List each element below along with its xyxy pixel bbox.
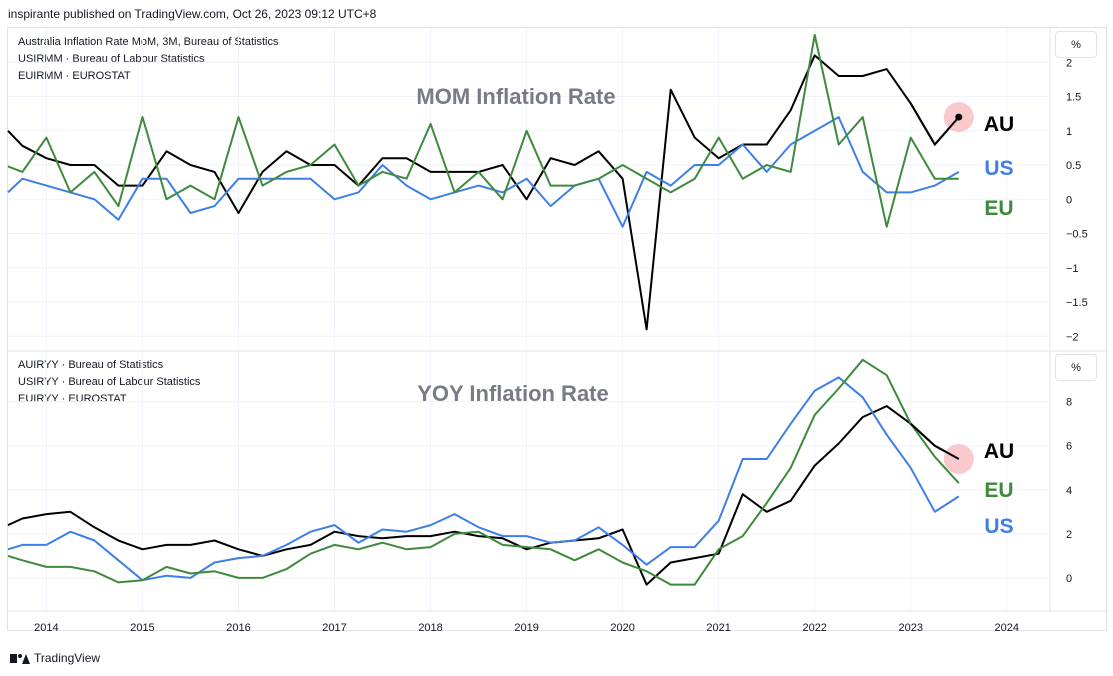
yoy-unit-button[interactable]: % xyxy=(1055,354,1097,381)
x-tick-label: 2018 xyxy=(418,622,442,634)
y-tick-label: −1 xyxy=(1066,263,1079,275)
footer-brand[interactable]: TradingView xyxy=(34,651,101,665)
y-tick-label: −1.5 xyxy=(1066,297,1088,309)
annotation-us: US xyxy=(984,515,1013,538)
x-tick-label: 2021 xyxy=(706,622,730,634)
legend-au-mom[interactable]: Australia Inflation Rate MoM, 3M, Bureau… xyxy=(18,36,279,48)
annotation-au: AU xyxy=(984,440,1014,463)
x-tick-label: 2014 xyxy=(34,622,58,634)
series-line-us xyxy=(7,376,960,582)
series-line-eu xyxy=(7,358,960,586)
y-tick-label: 4 xyxy=(1066,485,1072,497)
annotation-us: US xyxy=(984,157,1013,180)
x-tick-label: 2023 xyxy=(899,622,923,634)
y-tick-label: 0 xyxy=(1066,194,1072,206)
annotation-eu: EU xyxy=(984,479,1013,502)
chart-title: YOY Inflation Rate xyxy=(417,381,609,406)
annotation-au: AU xyxy=(984,113,1014,136)
footer: TradingView xyxy=(10,651,100,665)
x-tick-label: 2020 xyxy=(610,622,634,634)
y-tick-label: −2 xyxy=(1066,331,1079,343)
series-line-au-tail xyxy=(909,102,960,147)
publish-header: inspirante published on TradingView.com,… xyxy=(8,7,377,21)
chart-title: MOM Inflation Rate xyxy=(416,84,615,109)
y-tick-label: 0.5 xyxy=(1066,160,1081,172)
y-tick-label: 8 xyxy=(1066,397,1072,409)
x-tick-label: 2019 xyxy=(514,622,538,634)
tradingview-logo-icon xyxy=(10,653,30,664)
x-tick-label: 2017 xyxy=(322,622,346,634)
annotation-eu: EU xyxy=(984,197,1013,220)
y-tick-label: 1 xyxy=(1066,126,1072,138)
x-tick-label: 2024 xyxy=(995,622,1019,634)
legend-us-yoy[interactable]: USIRYY · Bureau of Labour Statistics xyxy=(18,376,201,388)
series-line-au-tail xyxy=(910,422,960,460)
series-line-us xyxy=(7,116,960,228)
y-tick-label: 6 xyxy=(1066,441,1072,453)
series-line-au xyxy=(7,405,960,586)
y-tick-label: 2 xyxy=(1066,57,1072,69)
series-line-eu xyxy=(7,33,959,228)
y-tick-label: 1.5 xyxy=(1066,92,1081,104)
y-tick-label: 2 xyxy=(1066,529,1072,541)
x-tick-label: 2022 xyxy=(802,622,826,634)
mom-unit-button[interactable]: % xyxy=(1055,31,1097,58)
y-tick-label: 0 xyxy=(1066,573,1072,585)
chart-frame xyxy=(7,27,1107,631)
legend-au-yoy[interactable]: AUIRYY · Bureau of Statistics xyxy=(18,359,164,371)
y-tick-label: −0.5 xyxy=(1066,229,1088,241)
x-tick-label: 2016 xyxy=(226,622,250,634)
x-tick-label: 2015 xyxy=(130,622,154,634)
